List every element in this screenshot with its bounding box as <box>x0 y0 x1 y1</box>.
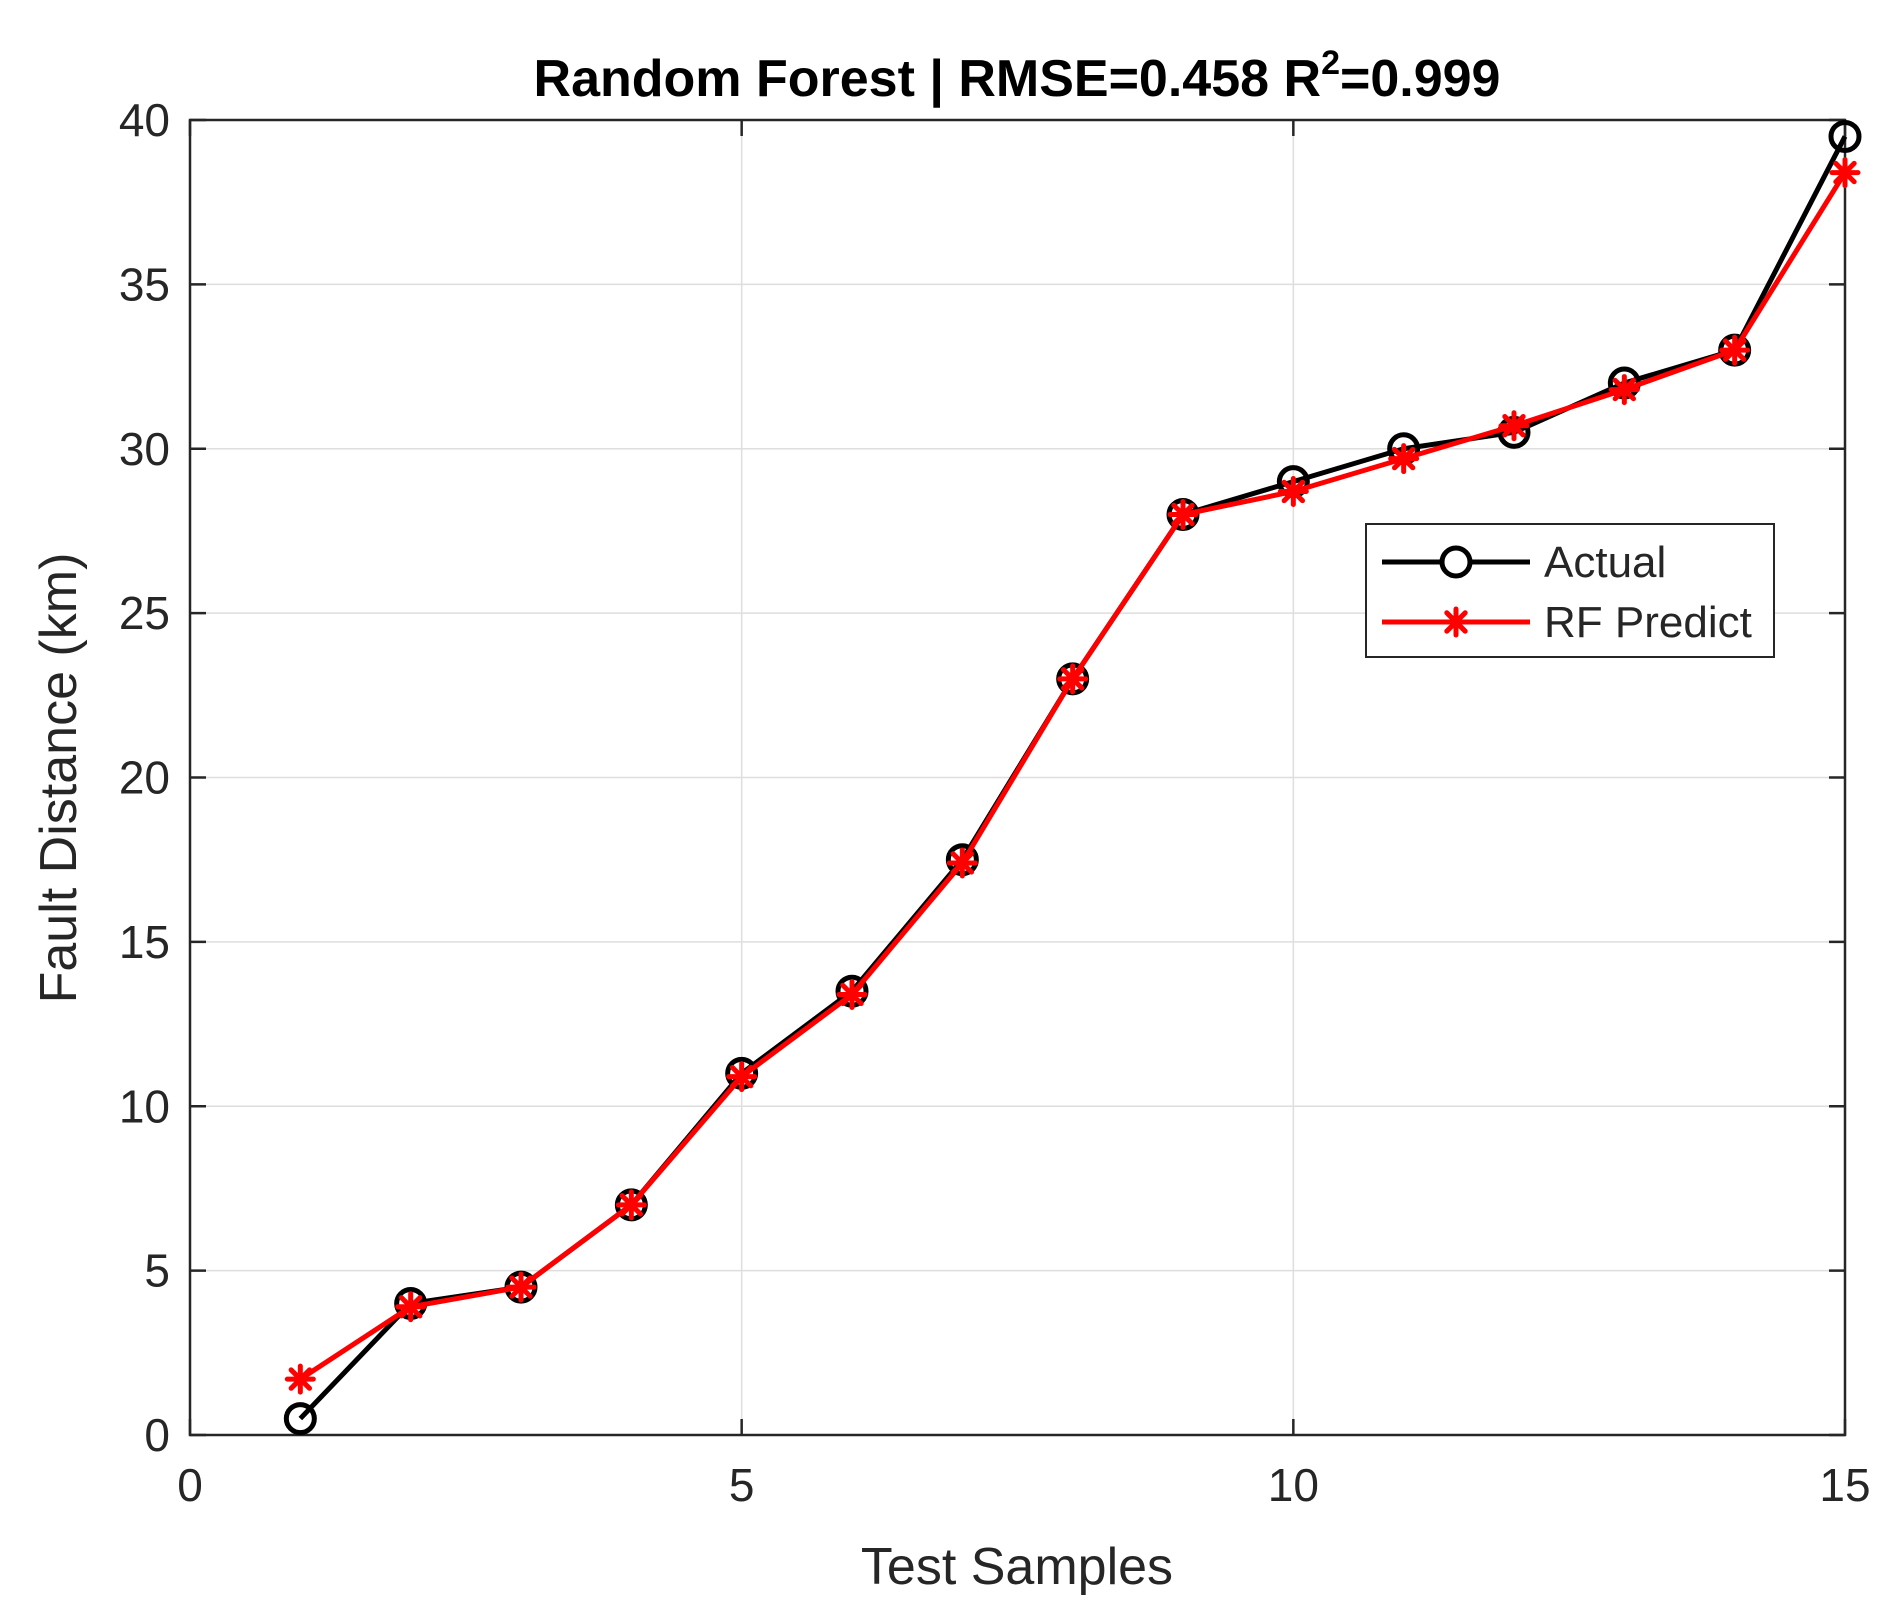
asterisk-stroke <box>1612 377 1637 402</box>
y-tick-label: 20 <box>119 752 170 804</box>
data-point-rf-predict <box>1057 663 1089 695</box>
y-tick-label: 5 <box>144 1245 170 1297</box>
asterisk-stroke <box>1171 502 1195 527</box>
chart-title-main: Random Forest | RMSE=0.458 R <box>534 50 1322 108</box>
data-point-rf-predict <box>1167 499 1199 530</box>
asterisk-stroke <box>1281 479 1306 504</box>
data-point-rf-predict <box>284 1363 316 1395</box>
legend-rf-asterisk <box>1440 606 1472 638</box>
legend: Actual RF Predict <box>1365 523 1775 658</box>
data-point-actual <box>283 1402 317 1436</box>
asterisk-stroke <box>1833 160 1857 185</box>
data-point-rf-predict <box>726 1061 758 1093</box>
y-tick-label: 40 <box>119 94 170 146</box>
asterisk-stroke <box>1502 414 1526 438</box>
data-point-actual <box>1828 119 1862 153</box>
ticks: 0 5 10 15 0 5 10 15 20 25 30 35 40 <box>119 94 1871 1511</box>
data-point-rf-predict <box>836 978 868 1010</box>
data-point-rf-predict <box>1719 334 1751 366</box>
x-tick-label: 15 <box>1819 1459 1870 1511</box>
asterisk-stroke <box>1444 610 1468 634</box>
data-point-rf-predict <box>1277 475 1309 507</box>
legend-rf-predict-marker <box>1440 606 1472 638</box>
asterisk-stroke <box>398 1295 423 1319</box>
x-tick-label: 0 <box>177 1459 203 1511</box>
legend-actual-label: Actual <box>1544 538 1666 587</box>
chart-title: Random Forest | RMSE=0.458 R2=0.999 <box>534 44 1501 108</box>
data-point-rf-predict <box>1498 410 1530 442</box>
legend-rf-predict-label: RF Predict <box>1544 598 1752 647</box>
asterisk-stroke <box>729 1064 754 1089</box>
chart-title-suffix: =0.999 <box>1340 50 1501 108</box>
data-point-rf-predict <box>1388 443 1420 475</box>
x-tick-label: 10 <box>1268 1459 1319 1511</box>
asterisk-stroke <box>1722 338 1747 362</box>
x-axis-label: Test Samples <box>861 1538 1173 1596</box>
asterisk-stroke <box>950 851 975 875</box>
asterisk-stroke <box>1391 446 1416 471</box>
y-tick-label: 0 <box>144 1409 170 1461</box>
y-tick-label: 30 <box>119 423 170 475</box>
data-point-rf-predict <box>1608 374 1640 406</box>
asterisk-stroke <box>840 982 864 1007</box>
data-point-rf-predict <box>615 1189 647 1221</box>
chart-title-superscript: 2 <box>1321 44 1340 82</box>
asterisk-stroke <box>509 1275 533 1299</box>
asterisk-stroke <box>619 1193 644 1217</box>
data-point-rf-predict <box>505 1271 537 1303</box>
data-point-rf-predict <box>1829 157 1861 189</box>
data-point-rf-predict <box>395 1291 427 1323</box>
y-tick-label: 15 <box>119 916 170 968</box>
legend-actual-marker <box>1439 545 1473 579</box>
data-point-rf-predict <box>946 847 978 879</box>
x-tick-label: 5 <box>729 1459 755 1511</box>
asterisk-stroke <box>1060 667 1085 691</box>
series <box>283 119 1862 1436</box>
y-tick-label: 25 <box>119 587 170 639</box>
asterisk-stroke <box>288 1367 313 1391</box>
legend-box <box>1365 523 1775 658</box>
y-tick-label: 35 <box>119 258 170 310</box>
y-tick-label: 10 <box>119 1080 170 1132</box>
y-axis-label: Fault Distance (km) <box>30 553 88 1004</box>
